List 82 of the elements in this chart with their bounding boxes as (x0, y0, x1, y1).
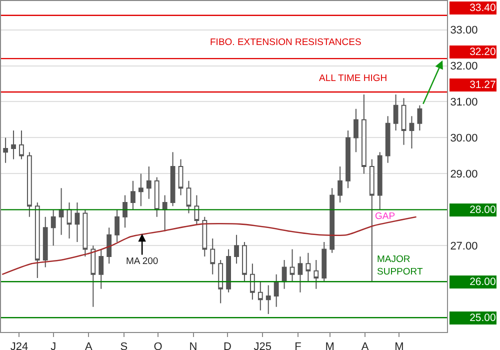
candlestick (42, 216, 48, 268)
candlestick (66, 202, 72, 239)
candlestick (138, 173, 144, 207)
candlestick (338, 166, 342, 203)
candlestick (122, 194, 128, 228)
candlestick (90, 245, 96, 308)
x-tick-label: M (325, 341, 334, 350)
candlestick (186, 180, 192, 214)
candlestick (409, 116, 414, 150)
ref-line-label: 31.27 (470, 79, 496, 91)
candlestick (74, 202, 80, 243)
candlestick (26, 152, 32, 218)
candlestick (154, 176, 160, 218)
x-tick-label: J24 (10, 341, 28, 350)
x-tick-label: N (189, 341, 198, 350)
x-tick-label: A (84, 341, 93, 350)
candlestick (106, 227, 112, 264)
candlestick (290, 248, 295, 282)
candlestick (82, 209, 88, 257)
candlestick (234, 234, 239, 264)
candlestick (298, 256, 303, 293)
annotation: MAJOR SUPPORT (377, 254, 423, 278)
candlestick (19, 130, 24, 160)
y-tick-label: 30.00 (450, 132, 478, 145)
candlestick (417, 104, 422, 132)
ref-line-label: 26.00 (470, 276, 496, 288)
x-tick-label: S (120, 341, 128, 350)
y-tick-label: 31.00 (450, 96, 478, 109)
x-tick-label: O (154, 341, 163, 350)
annotation: FIBO. EXTENSION RESISTANCES (210, 37, 362, 48)
candlestick (194, 194, 200, 225)
ref-line-label: 33.40 (470, 2, 496, 14)
candlestick (34, 202, 40, 279)
candlestick (58, 188, 64, 236)
candlestick (98, 248, 104, 290)
candlestick (114, 209, 120, 243)
candlestick (218, 260, 224, 304)
ref-line-label: 28.00 (470, 204, 496, 216)
candlestick (210, 238, 216, 275)
x-tick-label: M (394, 341, 404, 350)
candlestick (250, 263, 255, 300)
candlestick (170, 152, 176, 207)
candlestick (314, 260, 319, 290)
annotation: ALL TIME HIGH (319, 73, 388, 84)
y-tick-label: 32.00 (450, 60, 478, 73)
x-tick-label: F (294, 341, 302, 350)
candlestick (377, 152, 382, 210)
candlestick (162, 194, 168, 232)
annotation: MA 200 (126, 256, 158, 267)
candlestick (242, 242, 247, 282)
candlestick (354, 108, 358, 153)
candlestick (3, 137, 8, 164)
candlestick (130, 180, 136, 210)
candlestick (202, 216, 208, 257)
candlestick (306, 252, 311, 282)
x-tick-label: D (223, 341, 232, 350)
candlestick (385, 116, 390, 164)
candlestick (282, 260, 287, 290)
candlestick (146, 166, 152, 200)
candlestick (226, 248, 231, 293)
candlestick (361, 94, 366, 174)
x-tick-label: A (361, 341, 370, 350)
x-tick-label: J25 (254, 341, 272, 350)
candlestick (393, 94, 398, 132)
candlestick (401, 98, 406, 146)
candlestick (274, 274, 279, 308)
x-tick-label: J (50, 341, 56, 350)
y-tick-label: 29.00 (450, 168, 478, 181)
candlestick (11, 130, 16, 160)
ref-line-label: 25.00 (470, 312, 496, 324)
annotation: GAP (375, 211, 396, 222)
candlestick (369, 158, 374, 282)
candlestick (258, 281, 263, 311)
candlestick (322, 242, 327, 282)
ref-line-label: 32.20 (470, 46, 496, 58)
candlestick (266, 284, 271, 315)
y-tick-label: 27.00 (450, 240, 478, 252)
candlestick (50, 209, 56, 246)
candlestick (346, 130, 350, 189)
candlestick (330, 188, 335, 254)
candlestick (178, 158, 184, 196)
y-tick-label: 33.00 (450, 24, 478, 37)
